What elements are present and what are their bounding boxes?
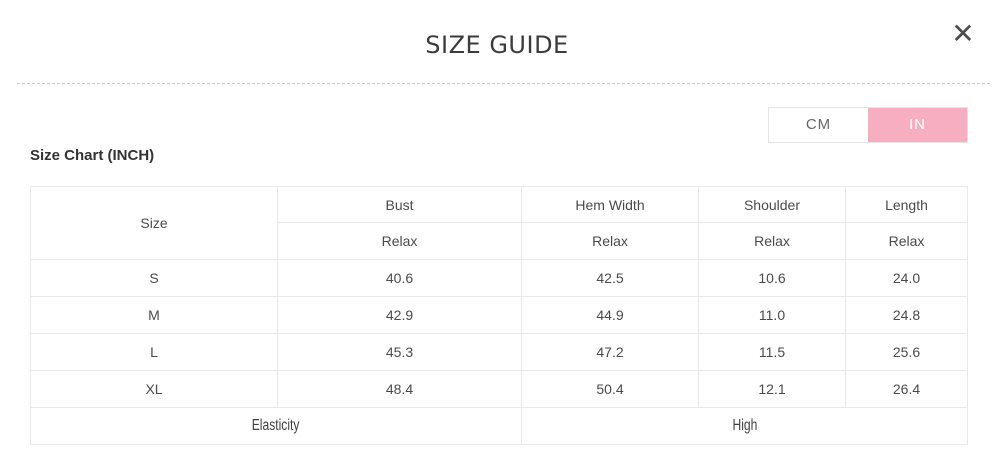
- table-header-row: Size Bust Hem Width Shoulder Length: [30, 186, 968, 260]
- table-cell: 42.5: [521, 259, 699, 297]
- column-header-shoulder: Shoulder: [698, 186, 846, 223]
- elasticity-row: Elasticity High: [30, 407, 968, 445]
- fit-cell: Relax: [845, 222, 968, 260]
- table-cell: 48.4: [277, 370, 522, 408]
- table-row: L 45.3 47.2 11.5 25.6: [30, 333, 968, 371]
- row-label: L: [30, 333, 278, 371]
- fit-cell: Relax: [521, 222, 699, 260]
- unit-in-button[interactable]: IN: [868, 108, 967, 142]
- column-header-hem-width: Hem Width: [521, 186, 699, 223]
- table-row: M 42.9 44.9 11.0 24.8: [30, 296, 968, 334]
- table-cell: 24.0: [845, 259, 968, 297]
- unit-toolbar: CM IN: [30, 107, 968, 143]
- table-cell: 10.6: [698, 259, 846, 297]
- unit-cm-button[interactable]: CM: [769, 108, 868, 142]
- row-label: M: [30, 296, 278, 334]
- close-button[interactable]: ✕: [945, 16, 981, 52]
- table-row: XL 48.4 50.4 12.1 26.4: [30, 370, 968, 408]
- size-chart-table: Size Bust Hem Width Shoulder Length Rela…: [30, 186, 968, 445]
- table-cell: 40.6: [277, 259, 522, 297]
- size-chart-heading: Size Chart (INCH): [30, 147, 155, 164]
- table-fit-row: Relax Relax Relax Relax: [31, 222, 968, 260]
- table-cell: 12.1: [698, 370, 846, 408]
- row-label: XL: [30, 370, 278, 408]
- column-header-length: Length: [845, 186, 968, 223]
- table-cell: 47.2: [521, 333, 699, 371]
- table-cell: 26.4: [845, 370, 968, 408]
- dashed-divider: [17, 83, 990, 84]
- elasticity-label: Elasticity: [252, 417, 300, 434]
- table-row: S 40.6 42.5 10.6 24.0: [30, 259, 968, 297]
- row-label: S: [30, 259, 278, 297]
- fit-cell: Relax: [277, 222, 522, 260]
- close-icon: ✕: [951, 17, 975, 50]
- table-cell: 50.4: [521, 370, 699, 408]
- table-cell: 45.3: [277, 333, 522, 371]
- table-cell: 11.0: [698, 296, 846, 334]
- elasticity-value-cell: High: [521, 407, 968, 445]
- table-cell: 11.5: [698, 333, 846, 371]
- table-cell: 25.6: [845, 333, 968, 371]
- table-cell: 44.9: [521, 296, 699, 334]
- elasticity-value: High: [732, 417, 757, 434]
- column-header-bust: Bust: [277, 186, 522, 223]
- table-cell: 42.9: [277, 296, 522, 334]
- unit-toggle: CM IN: [768, 107, 968, 143]
- table-cell: 24.8: [845, 296, 968, 334]
- fit-cell: Relax: [698, 222, 846, 260]
- page-title: SIZE GUIDE: [425, 31, 569, 59]
- column-header-size: Size: [30, 186, 278, 260]
- elasticity-label-cell: Elasticity: [30, 407, 522, 445]
